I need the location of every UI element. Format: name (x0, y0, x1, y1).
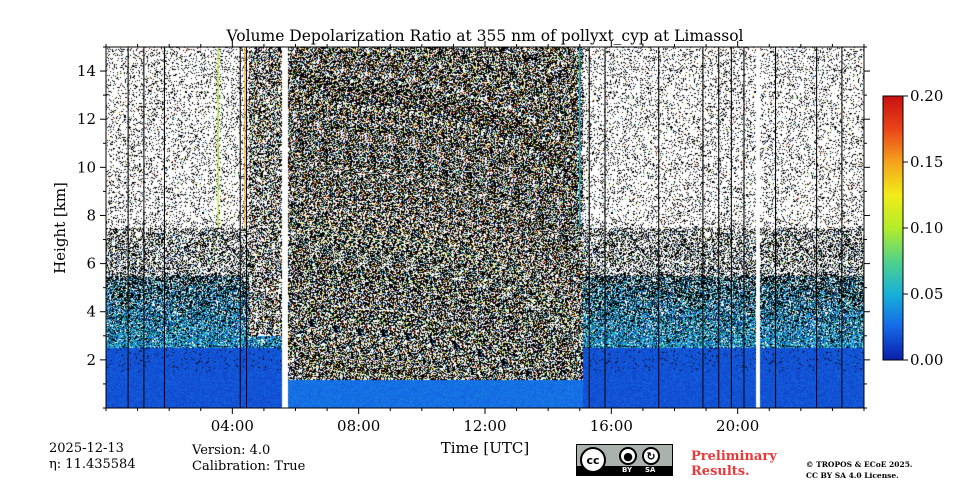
colorbar-tick-label: 0.20 (910, 87, 943, 105)
y-tick-label: 8 (86, 206, 96, 224)
calibration-text: Calibration: True (192, 459, 306, 474)
cc-license-badge: cc ● ↻ BY SA (576, 444, 673, 476)
colorbar-tick-label: 0.15 (910, 153, 943, 171)
colorbar: 0.00 0.05 0.10 0.15 0.20 (882, 87, 943, 369)
copyright-notice: © TROPOS & ECoE 2025. CC BY SA 4.0 Licen… (806, 459, 913, 481)
y-tick-label: 14 (77, 62, 96, 80)
cc-badge-bar (577, 466, 672, 475)
attribution-icon: ● (619, 447, 637, 465)
y-tick-label: 10 (77, 158, 96, 176)
y-tick-label: 12 (77, 110, 96, 128)
copyright-line1: © TROPOS & ECoE 2025. (806, 460, 913, 469)
sa-label: SA (645, 466, 656, 474)
x-axis-label: Time [UTC] (441, 439, 530, 457)
x-tick-label: 16:00 (590, 417, 633, 435)
date-text: 2025-12-13 (49, 441, 124, 456)
preliminary-line2: Results. (691, 464, 750, 479)
y-tick-label: 2 (86, 351, 96, 369)
preliminary-notice: Preliminary Results. (691, 449, 777, 479)
y-axis-label: Height [km] (51, 182, 69, 274)
chart-title: Volume Depolarization Ratio at 355 nm of… (225, 27, 743, 45)
x-tick-label: 08:00 (337, 417, 380, 435)
version-text: Version: 4.0 (192, 443, 271, 458)
x-tick-label: 04:00 (211, 417, 254, 435)
x-tick-label: 12:00 (463, 417, 506, 435)
cc-logo-icon: cc (580, 447, 606, 473)
colorbar-tick-label: 0.00 (910, 351, 943, 369)
colorbar-tick-label: 0.05 (910, 285, 943, 303)
eta-text: η: 11.435584 (49, 457, 136, 472)
colorbar-gradient (882, 95, 904, 361)
meta-version: Version: 4.0 Calibration: True (192, 443, 305, 475)
axis-ticks: 04:00 08:00 12:00 16:00 20:00 2 4 6 8 10 12 14 (77, 41, 870, 435)
plot-area (106, 47, 864, 408)
x-tick-label: 20:00 (716, 417, 759, 435)
colorbar-tick-label: 0.10 (910, 219, 943, 237)
y-tick-label: 6 (86, 255, 96, 273)
meta-left: 2025-12-13 η: 11.435584 (49, 441, 136, 473)
preliminary-line1: Preliminary (691, 449, 777, 464)
depolarization-heatmap (106, 47, 864, 408)
by-label: BY (622, 466, 633, 474)
artifact-lines (127, 47, 843, 408)
copyright-line2: CC BY SA 4.0 License. (806, 471, 899, 480)
y-tick-label: 4 (86, 303, 96, 321)
share-alike-icon: ↻ (642, 447, 660, 465)
